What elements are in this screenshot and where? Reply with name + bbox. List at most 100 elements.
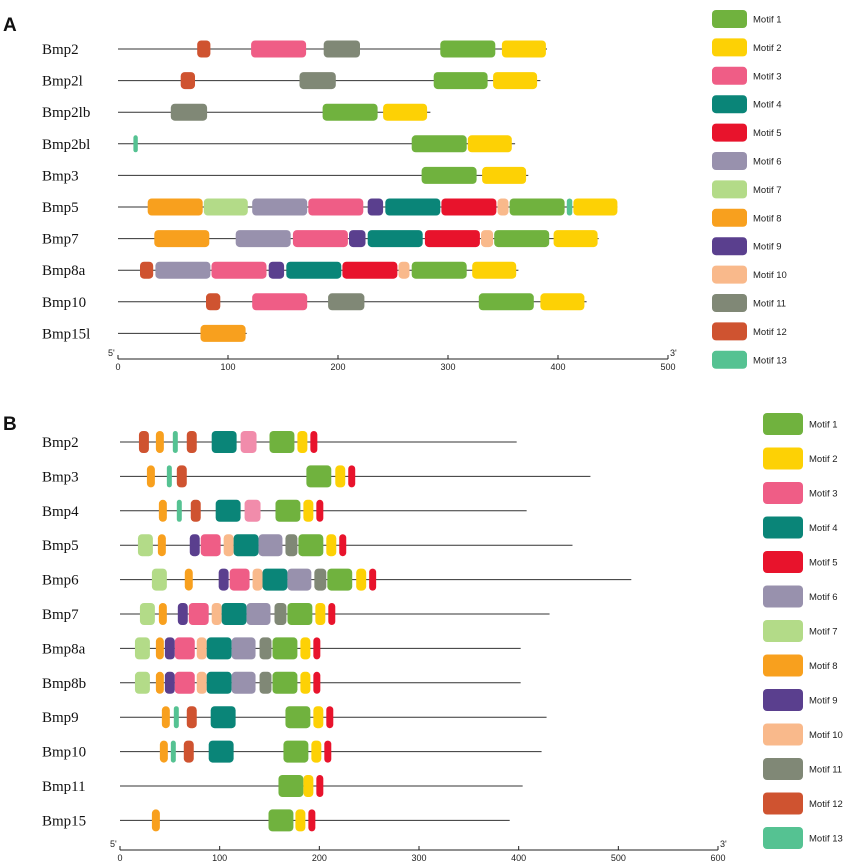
motif-7-box	[139, 603, 155, 625]
motif-2-box	[573, 198, 618, 216]
gene-row-bmp4: Bmp4	[42, 499, 527, 522]
motif-legend: Motif 1 Motif 2 Motif 3 Motif 4 Motif 5 Motif…	[712, 10, 787, 369]
motif-9-box	[367, 198, 384, 216]
motif-11-box	[314, 568, 327, 591]
legend-label: Motif 13	[753, 355, 787, 366]
motif-6-box	[235, 230, 291, 248]
motif-8-box	[151, 809, 160, 832]
motif-1-box	[272, 637, 298, 660]
gene-name: Bmp2l	[42, 74, 83, 90]
motif-4-box	[206, 671, 232, 694]
legend-item-motif-9: Motif 9	[763, 689, 838, 711]
gene-row-bmp8a: Bmp8a	[42, 261, 519, 279]
legend-label: Motif 4	[753, 100, 782, 111]
motif-13-box	[133, 135, 138, 153]
motif-5-box	[369, 568, 377, 591]
gene-name: Bmp15	[42, 813, 86, 829]
legend-label: Motif 3	[753, 71, 782, 82]
motif-1-box	[440, 40, 496, 58]
legend-swatch	[712, 95, 747, 114]
gene-row-bmp7: Bmp7	[42, 230, 599, 248]
motif-1-box	[278, 775, 304, 797]
motif-5-box	[313, 637, 321, 660]
motif-13-box	[166, 465, 172, 488]
legend-swatch	[763, 413, 803, 435]
motif-4-box	[211, 431, 237, 453]
position-axis: 5' 3' 0 100 200 300 400 500	[108, 348, 677, 372]
motif-11-box	[259, 671, 272, 694]
legend-label: Motif 8	[753, 213, 782, 224]
legend-label: Motif 1	[753, 15, 782, 26]
axis-tick-label: 300	[411, 853, 426, 861]
motif-9-box	[349, 230, 366, 248]
legend-label: Motif 3	[809, 489, 838, 500]
legend-label: Motif 2	[753, 43, 782, 54]
motif-1-box	[298, 534, 324, 557]
motif-13-box	[566, 198, 573, 216]
motif-11-box	[274, 603, 287, 625]
motif-12-box	[138, 431, 149, 453]
motif-1-box	[411, 135, 467, 153]
legend-swatch	[712, 265, 747, 284]
legend-swatch	[763, 447, 803, 470]
legend-label: Motif 10	[809, 730, 843, 741]
motif-5-box	[308, 809, 316, 832]
motif-4-box	[221, 603, 247, 625]
legend-swatch	[763, 827, 803, 849]
panel-b: B Bmp2 Bmp3 Bmp4 Bmp5 Bmp6 Bmp7 Bmp8a Bmp8b Bmp9…	[3, 413, 843, 861]
legend-label: Motif 12	[753, 327, 787, 338]
motif-9-box	[177, 603, 188, 625]
legend-item-motif-6: Motif 6	[712, 152, 782, 170]
motif-6-box	[155, 261, 211, 279]
gene-row-bmp5: Bmp5	[42, 534, 573, 557]
legend-label: Motif 9	[753, 242, 782, 253]
motif-10-box	[252, 568, 263, 591]
motif-4-box	[215, 499, 241, 522]
motif-2-box	[300, 671, 311, 694]
gene-row-bmp11: Bmp11	[42, 775, 523, 797]
axis-tick-label: 500	[611, 853, 626, 861]
motif-1-box	[494, 230, 550, 248]
legend-item-motif-4: Motif 4	[763, 516, 838, 539]
motif-2-box	[297, 431, 308, 453]
legend-item-motif-10: Motif 10	[763, 723, 843, 746]
motif-11-box	[170, 103, 208, 121]
legend-item-motif-7: Motif 7	[712, 180, 782, 199]
axis-tick-label: 400	[550, 362, 565, 372]
legend-item-motif-8: Motif 8	[712, 208, 782, 227]
gene-name: Bmp10	[42, 295, 86, 311]
motif-3-box	[200, 534, 221, 557]
motif-10-box	[223, 534, 234, 557]
legend-label: Motif 4	[809, 523, 838, 534]
legend-swatch	[712, 350, 747, 369]
legend-item-motif-12: Motif 12	[763, 792, 843, 815]
axis-end-label: 3'	[670, 348, 677, 358]
motif-1-box	[411, 261, 467, 279]
legend-swatch	[763, 516, 803, 539]
legend-item-motif-10: Motif 10	[712, 265, 787, 284]
legend-item-motif-13: Motif 13	[712, 350, 787, 369]
gene-name: Bmp3	[42, 168, 79, 184]
motif-8-box	[200, 324, 246, 342]
motif-12-box	[197, 40, 211, 58]
motif-2-box	[356, 568, 367, 591]
motif-8-box	[147, 198, 203, 216]
motif-4-box	[208, 740, 234, 763]
motif-4-box	[210, 706, 236, 729]
motif-5-box	[310, 431, 318, 453]
motif-4-box	[262, 568, 288, 591]
motif-7-box	[137, 534, 153, 557]
legend-swatch	[763, 792, 803, 815]
motif-12-box	[190, 499, 201, 522]
motif-6-box	[231, 637, 256, 660]
legend-item-motif-3: Motif 3	[763, 482, 838, 504]
motif-7-box	[134, 637, 150, 660]
motif-10-box	[398, 261, 410, 279]
legend-item-motif-4: Motif 4	[712, 95, 782, 114]
axis-tick-label: 0	[117, 853, 122, 861]
motif-4-box	[286, 261, 342, 279]
motif-8-box	[184, 568, 193, 591]
motif-3-box	[188, 603, 209, 625]
motif-1-box	[283, 740, 309, 763]
motif-2-box	[303, 499, 314, 522]
